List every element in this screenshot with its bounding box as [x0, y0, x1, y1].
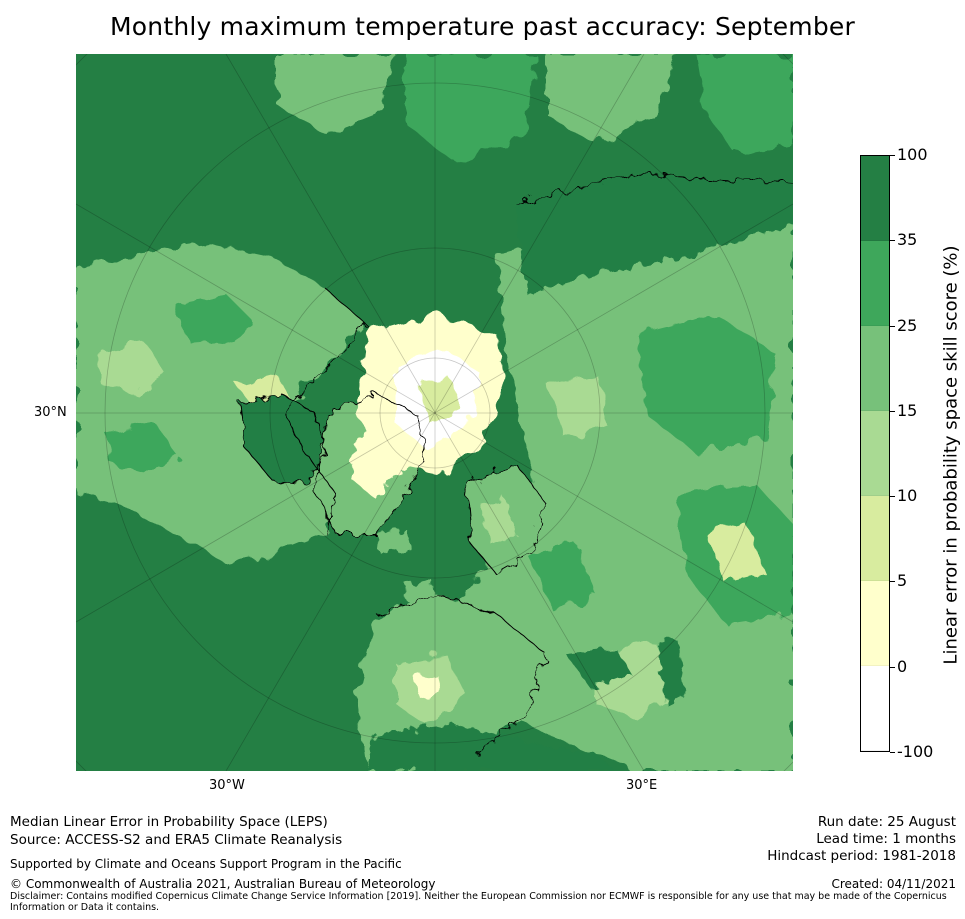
colorbar-tick: [890, 155, 895, 156]
colorbar-segment: [861, 241, 889, 326]
coastlines: [240, 173, 793, 755]
colorbar-segment: [861, 581, 889, 666]
colorbar-segment: [861, 496, 889, 581]
created-date: Created: 04/11/2021: [831, 877, 956, 891]
colorbar-tick: [890, 496, 895, 498]
polar-map: [76, 54, 793, 771]
siberian-coast-ocean: [516, 174, 793, 294]
arctic-centre: [356, 314, 506, 474]
hudson-bay: [241, 394, 326, 484]
iceland-land: [376, 529, 411, 554]
colorbar: [860, 155, 890, 752]
pacific-land-patches: [276, 54, 793, 164]
colorbar-tick-label: -100: [897, 742, 934, 761]
lead-time: Lead time: 1 months: [816, 831, 956, 847]
colorbar-tick-label: 0: [897, 656, 908, 676]
hindcast-period: Hindcast period: 1981-2018: [767, 848, 956, 864]
colorbar-tick: [890, 240, 895, 242]
colorbar-segment: [861, 326, 889, 411]
colorbar-tick-label: 100: [897, 145, 928, 164]
footer-method: Median Linear Error in Probability Space…: [10, 814, 328, 830]
colorbar-segment: [861, 666, 889, 751]
lat-label-30n: 30°N: [34, 405, 67, 420]
chart-title: Monthly maximum temperature past accurac…: [110, 12, 855, 41]
colorbar-tick-label: 5: [897, 571, 908, 591]
north-america-land: [76, 244, 366, 564]
europe-land: [356, 594, 546, 771]
colorbar-title: Linear error in probability space skill …: [940, 245, 962, 665]
eurasia-land: [436, 204, 793, 771]
graticule: [76, 54, 793, 771]
footer-support: Supported by Climate and Oceans Support …: [10, 857, 402, 871]
footer-source: Source: ACCESS-S2 and ERA5 Climate Reana…: [10, 832, 343, 848]
map-canvas: [76, 54, 793, 771]
footer-disclaimer: Disclaimer: Contains modified Copernicus…: [10, 891, 947, 913]
black-sea: [566, 649, 631, 689]
colorbar-tick-label: 10: [897, 486, 918, 506]
colorbar-tick: [890, 752, 895, 753]
mediterranean-sea: [366, 724, 616, 771]
colorbar-tick: [890, 666, 895, 668]
colorbar-tick-label: 25: [897, 315, 918, 335]
lon-label-30w: 30°W: [209, 778, 245, 793]
uk-land: [406, 579, 436, 629]
run-date: Run date: 25 August: [817, 814, 956, 830]
lon-label-30e: 30°E: [626, 778, 658, 793]
scandinavia-land: [466, 464, 546, 574]
colorbar-tick: [890, 581, 895, 583]
caspian-sea: [656, 639, 686, 704]
colorbar-tick: [890, 410, 895, 412]
colorbar-tick-label: 15: [897, 400, 918, 420]
colorbar-segment: [861, 411, 889, 496]
footer-copyright: © Commonwealth of Australia 2021, Austra…: [10, 877, 436, 891]
colorbar-tick-label: 35: [897, 230, 918, 250]
colorbar-segment: [861, 156, 889, 241]
colorbar-tick: [890, 325, 895, 327]
